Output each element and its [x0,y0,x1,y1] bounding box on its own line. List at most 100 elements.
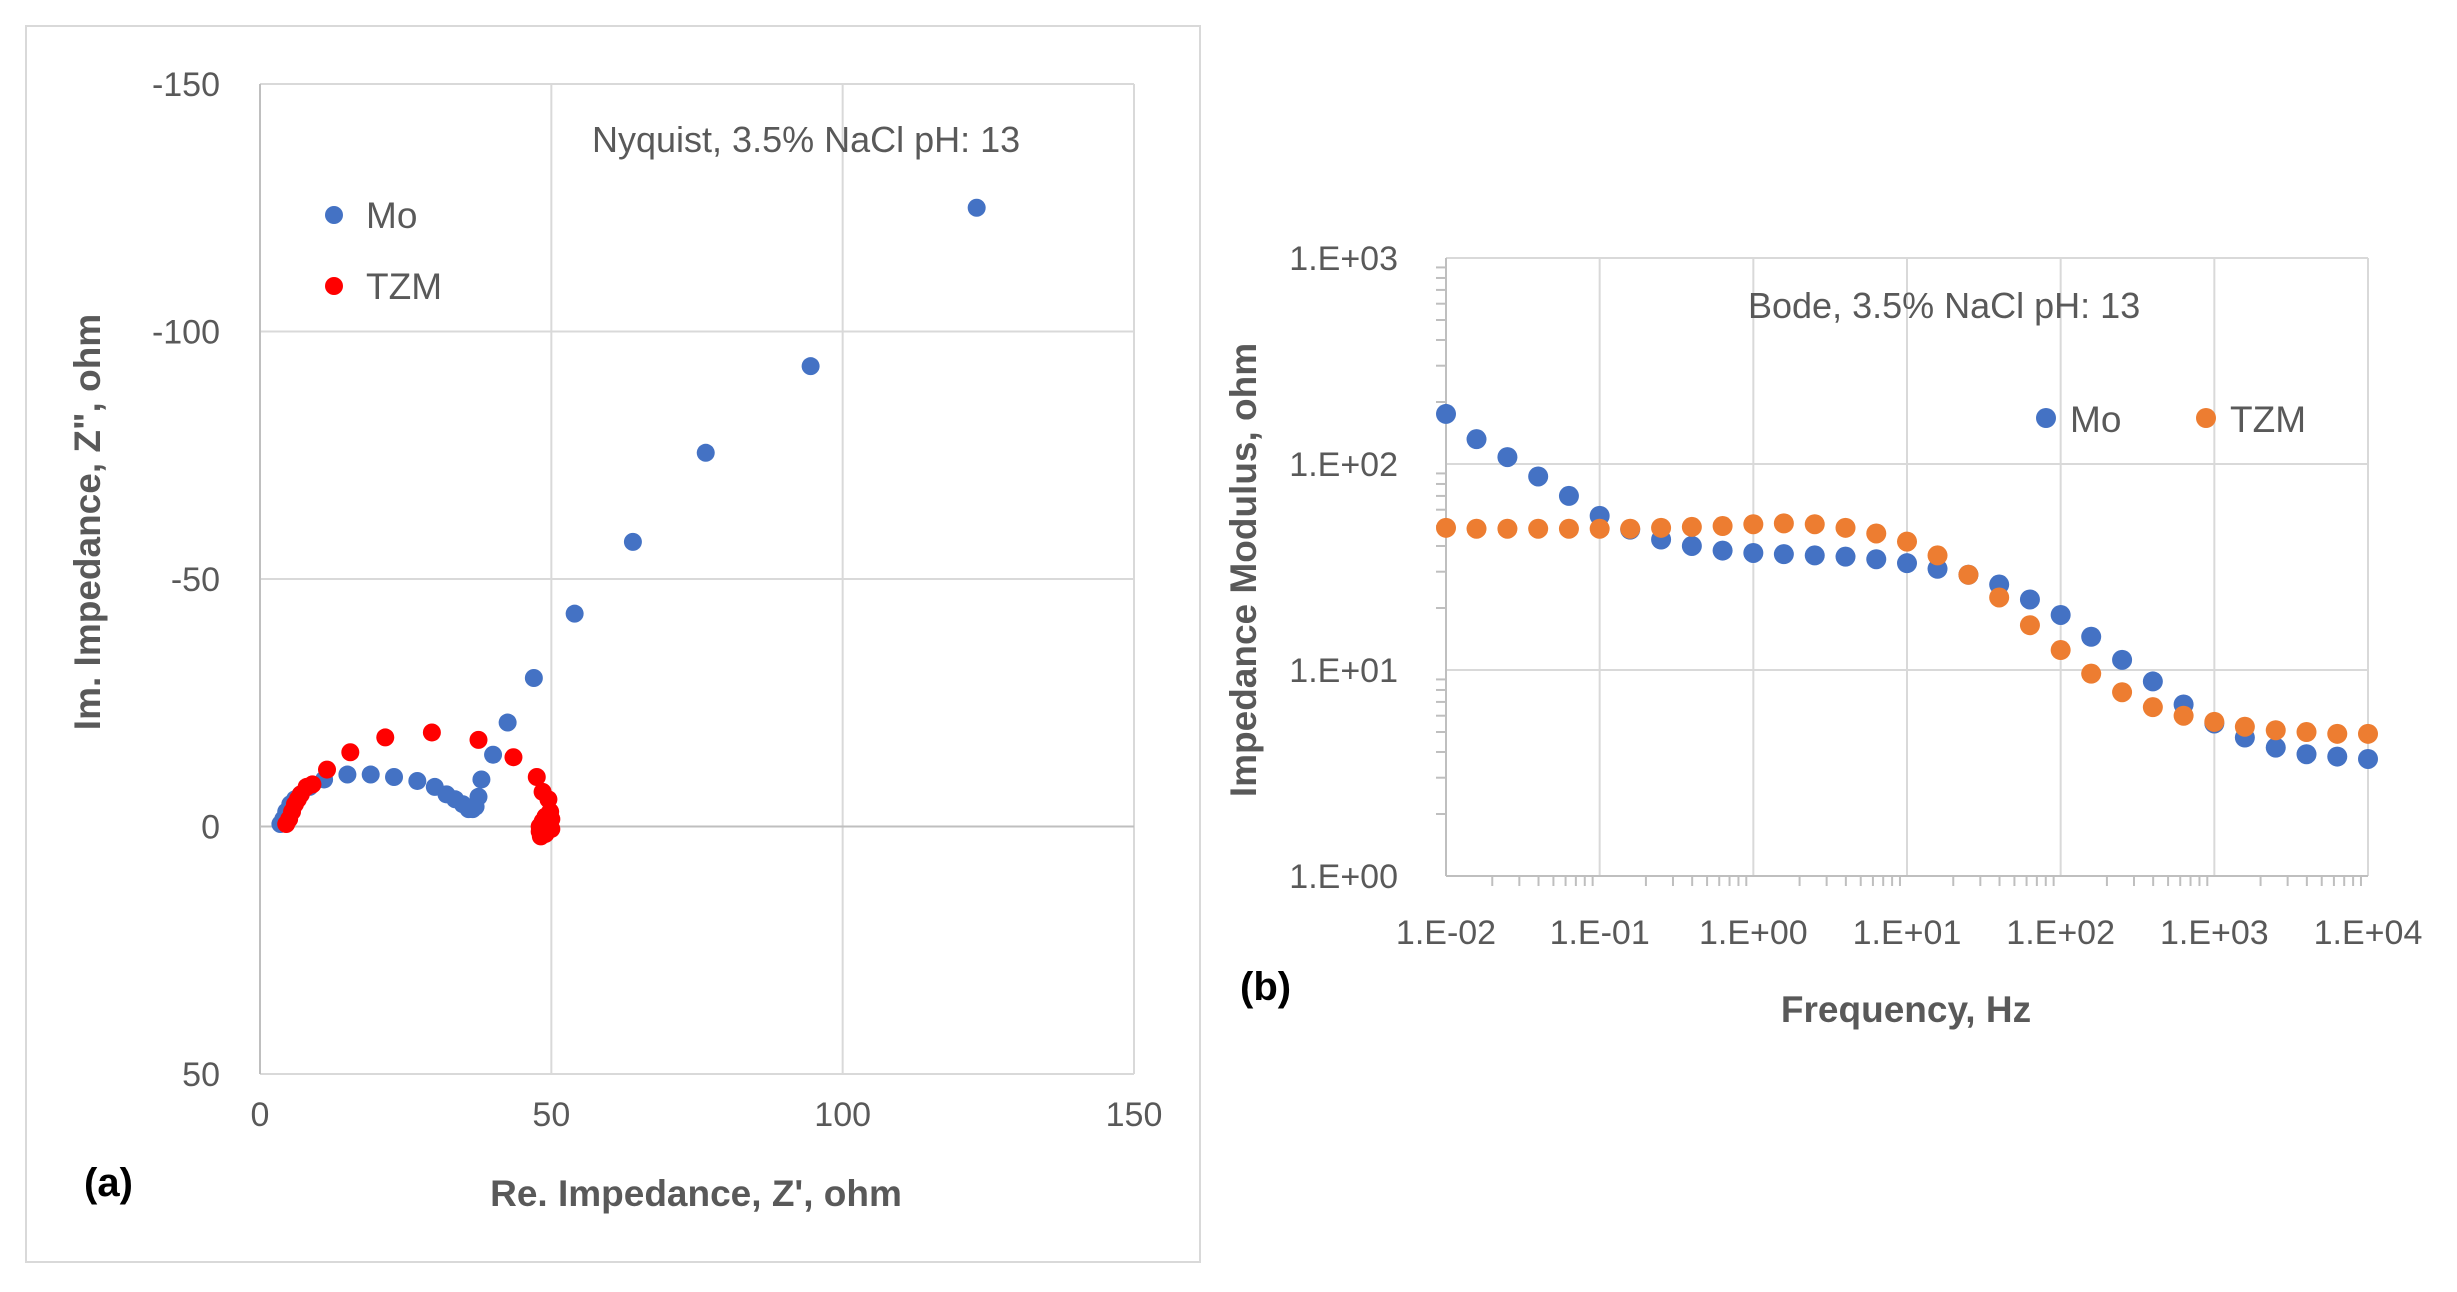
nyquist-point-mo [524,669,543,687]
legend-mo-label: Mo [366,195,417,236]
bode-point-mo [1743,542,1764,563]
bode-chart: 1.E-02 1.E-01 1.E+00 1.E+01 1.E+02 1.E+03 1.E+… [1223,240,2422,1030]
panel-a-frame [25,25,1201,1263]
legend-mo-marker [325,206,343,224]
bode-point-tzm [1620,518,1641,539]
panel-label-a: (a) [84,1161,133,1205]
nyquist-point-mo [472,770,491,789]
nyquist-x-tick-labels: 0 50 100 150 [251,1096,1163,1134]
nyquist-y-axis-label: Im. Impedance, Z", ohm [67,314,108,730]
nyquist-point-mo [967,198,986,217]
bode-point-tzm [2327,723,2348,744]
nyquist-y-tick-labels: -150 -100 -50 0 50 [152,66,220,1094]
nyquist-point-mo [469,787,488,806]
bode-point-tzm [1712,516,1733,537]
nyquist-legend: Mo TZM [325,195,442,307]
nyquist-x-tick-label: 50 [532,1096,570,1134]
bode-point-tzm [2081,663,2102,684]
nyquist-x-tick-label: 0 [251,1096,270,1134]
bode-y-tick-label: 1.E+00 [1289,858,1398,896]
bode-minor-ticks [1436,266,2362,886]
bode-point-mo [2112,649,2133,670]
bode-point-mo [1528,466,1549,487]
nyquist-point-tzm [422,723,441,742]
bode-title: Bode, 3.5% NaCl pH: 13 [1748,285,2140,326]
bode-point-mo [1466,429,1487,450]
nyquist-point-mo [408,771,427,790]
bode-point-mo [2050,604,2071,625]
panel-label-b: (b) [1240,965,1291,1009]
bode-point-mo [2142,671,2163,692]
bode-point-mo [2265,737,2286,758]
bode-point-tzm [2296,722,2317,743]
nyquist-point-tzm [536,824,555,843]
legend-tzm-label: TZM [2230,399,2306,440]
bode-point-tzm [1835,517,1856,538]
bode-point-tzm [2173,705,2194,726]
bode-point-tzm [2019,615,2040,636]
bode-x-tick-label: 1.E+04 [2314,914,2423,952]
nyquist-x-axis-label: Re. Impedance, Z', ohm [490,1173,902,1214]
bode-point-tzm [1927,545,1948,566]
bode-point-tzm [1804,514,1825,535]
nyquist-point-tzm [341,743,360,762]
legend-tzm-marker [325,277,343,295]
bode-point-mo [1681,535,1702,556]
bode-point-mo [2081,626,2102,647]
bode-point-tzm [1743,514,1764,535]
nyquist-point-tzm [527,768,546,786]
nyquist-x-tick-label: 100 [814,1096,871,1134]
bode-point-mo [1866,549,1887,570]
bode-point-mo [2358,748,2378,769]
bode-point-tzm [1773,513,1794,534]
bode-point-mo [2019,589,2040,610]
legend-mo-marker [2036,408,2056,428]
nyquist-point-mo [484,745,503,764]
bode-point-tzm [2204,711,2225,732]
bode-point-mo [2296,744,2317,765]
bode-x-tick-label: 1.E-01 [1550,914,1650,952]
nyquist-point-mo [361,765,380,784]
bode-point-tzm [1497,518,1518,539]
bode-point-mo [1497,447,1518,468]
bode-point-tzm [2234,716,2255,737]
nyquist-y-tick-label: 0 [201,809,220,847]
nyquist-y-tick-label: -50 [171,561,220,599]
legend-tzm-marker [2196,408,2216,428]
nyquist-point-mo [623,532,642,551]
nyquist-point-tzm [504,748,523,767]
bode-point-mo [1558,485,1579,506]
nyquist-x-tick-label: 150 [1106,1096,1163,1134]
bode-x-tick-label: 1.E+01 [1853,914,1962,952]
bode-x-tick-label: 1.E+02 [2006,914,2115,952]
bode-point-tzm [1558,518,1579,539]
bode-point-mo [1436,403,1456,424]
bode-x-tick-labels: 1.E-02 1.E-01 1.E+00 1.E+01 1.E+02 1.E+03 1.E+… [1396,914,2422,952]
bode-x-tick-label: 1.E+03 [2160,914,2269,952]
bode-axes [1445,258,2368,877]
bode-y-tick-label: 1.E+03 [1289,240,1398,278]
bode-point-mo [1773,544,1794,565]
nyquist-point-mo [338,765,357,784]
nyquist-title: Nyquist, 3.5% NaCl pH: 13 [592,119,1020,160]
bode-point-tzm [1958,564,1979,585]
nyquist-point-tzm [303,775,322,794]
nyquist-point-tzm [469,730,488,749]
nyquist-chart: 0 50 100 150 -150 -100 -50 0 50 Nyquist, 3.5% N… [67,66,1162,1214]
bode-point-tzm [2358,723,2378,744]
nyquist-point-mo [801,357,820,376]
bode-y-tick-labels: 1.E+00 1.E+01 1.E+02 1.E+03 [1289,240,1398,896]
bode-y-tick-label: 1.E+01 [1289,652,1398,690]
bode-point-tzm [1436,517,1456,538]
bode-point-tzm [1589,518,1610,539]
bode-gridlines [1445,257,2369,877]
bode-y-tick-label: 1.E+02 [1289,446,1398,484]
bode-point-tzm [2265,720,2286,741]
bode-x-tick-label: 1.E-02 [1396,914,1496,952]
bode-series-tzm [1436,513,2378,744]
bode-point-tzm [1466,518,1487,539]
nyquist-point-mo [385,768,404,786]
legend-mo-label: Mo [2070,399,2121,440]
bode-point-tzm [2112,682,2133,703]
